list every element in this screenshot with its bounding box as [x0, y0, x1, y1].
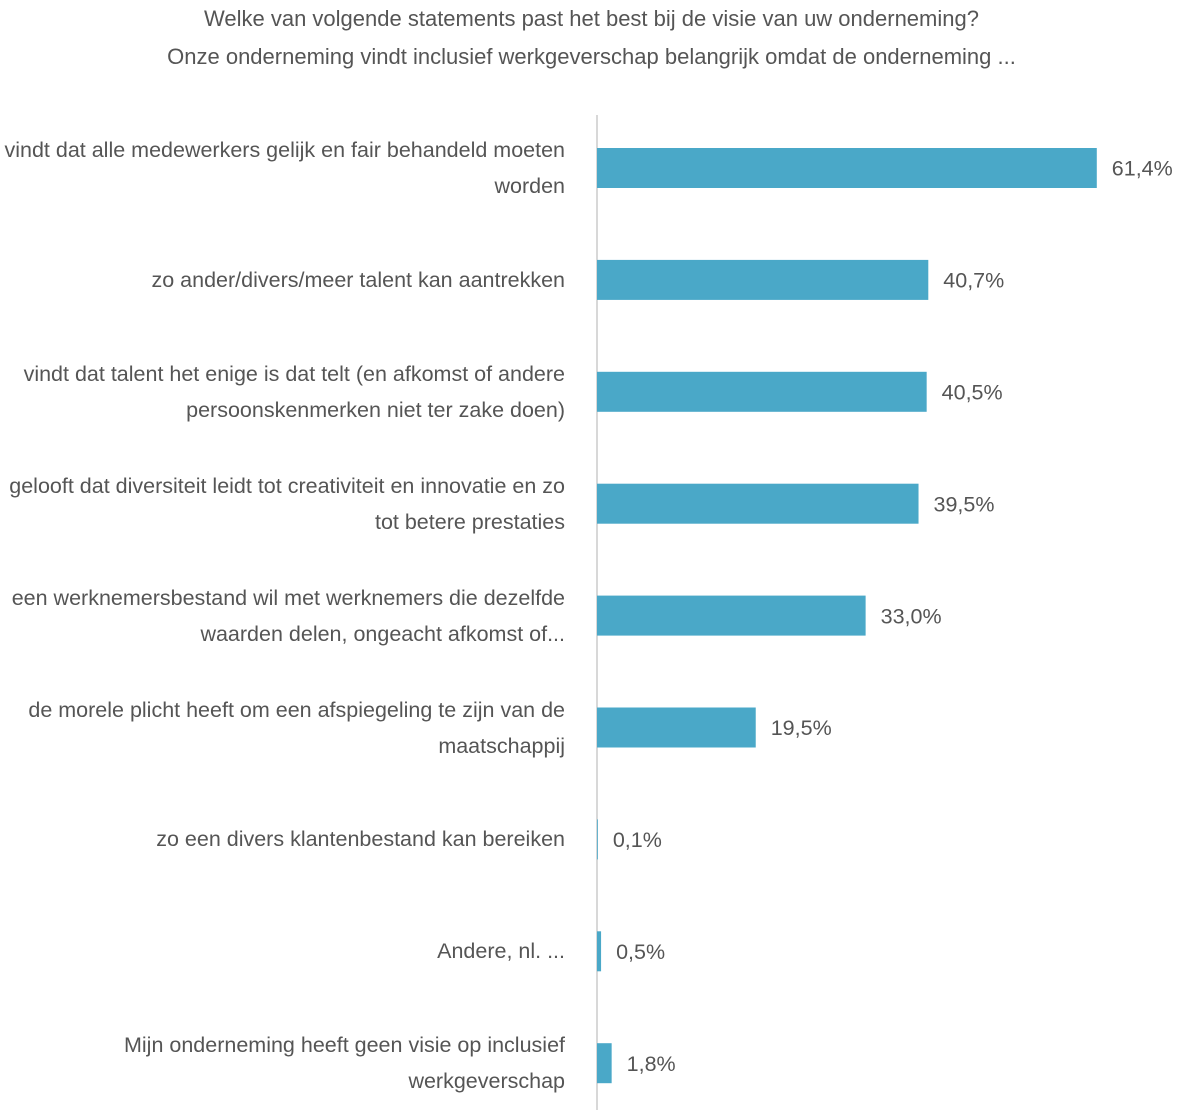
bar — [597, 819, 598, 860]
value-label: 40,5% — [942, 380, 1003, 404]
value-label: 0,5% — [616, 940, 665, 964]
bar — [597, 371, 927, 412]
bar — [597, 1043, 612, 1084]
value-label: 33,0% — [881, 604, 942, 628]
category-label: Mijn onderneming heeft geen visie op inc… — [123, 1033, 565, 1094]
bar — [597, 483, 919, 524]
value-label: 0,1% — [613, 828, 662, 852]
chart-title: Welke van volgende statements past het b… — [204, 6, 979, 31]
bar — [597, 595, 866, 636]
category-label: zo ander/divers/meer talent kan aantrekk… — [151, 267, 565, 292]
category-label: gelooft dat diversiteit leidt tot creati… — [9, 473, 565, 534]
value-label: 39,5% — [934, 492, 995, 516]
bar — [597, 259, 929, 300]
chart-subtitle: Onze onderneming vindt inclusief werkgev… — [167, 44, 1016, 69]
category-label: Andere, nl. ... — [437, 939, 565, 964]
value-label: 1,8% — [627, 1052, 676, 1076]
category-label: vindt dat talent het enige is dat telt (… — [23, 361, 565, 422]
category-label: zo een divers klantenbestand kan bereike… — [156, 827, 565, 852]
value-label: 61,4% — [1112, 157, 1173, 181]
category-label: een werknemersbestand wil met werknemers… — [11, 585, 565, 646]
value-label: 19,5% — [771, 716, 832, 740]
category-label: vindt dat alle medewerkers gelijk en fai… — [4, 138, 565, 198]
bar — [597, 148, 1097, 188]
bar — [597, 707, 756, 748]
category-label: de morele plicht heeft om een afspiegeli… — [28, 697, 565, 758]
value-label: 40,7% — [943, 269, 1004, 293]
bar — [597, 931, 602, 972]
